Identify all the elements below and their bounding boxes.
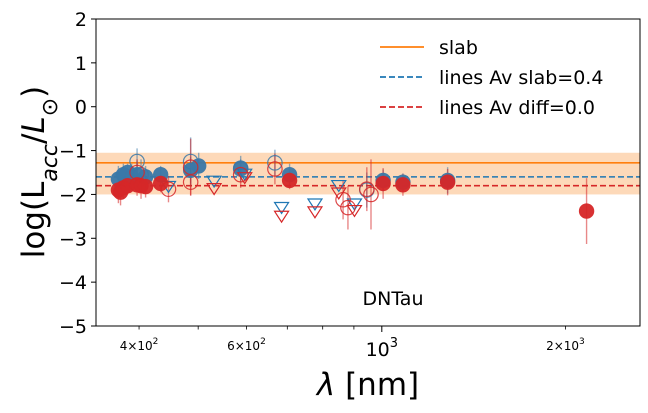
legend-label: lines Av diff=0.0 — [439, 97, 595, 119]
upper-limit-triangle — [206, 175, 223, 189]
filled-circle-point — [281, 172, 298, 189]
plot-frame — [95, 18, 641, 327]
open-circle-point — [267, 161, 283, 177]
y-axis-label: log(Lacc/L⊙) — [16, 86, 63, 259]
y-tick-label: 1 — [75, 53, 87, 75]
filled-circle-point — [375, 175, 391, 192]
open-circle-point — [232, 166, 249, 183]
y-tick-label: −3 — [59, 228, 87, 250]
filled-circle-point — [578, 203, 595, 219]
open-circle-point — [182, 153, 199, 170]
y-tick-label: 0 — [75, 97, 87, 119]
open-circle-point — [359, 181, 375, 197]
upper-limit-triangle — [306, 198, 324, 211]
upper-limit-triangle — [330, 187, 347, 200]
filled-circle-point — [395, 177, 411, 193]
open-circle-point — [129, 164, 145, 181]
upper-limit-triangle — [273, 210, 290, 224]
upper-limit-triangle — [236, 172, 253, 185]
annotation-label: DNTau — [363, 288, 424, 310]
filled-circle-point — [439, 174, 456, 190]
upper-limit-triangle — [330, 179, 347, 193]
upper-limit-triangle — [306, 206, 324, 219]
open-circle-point — [267, 155, 283, 171]
open-circle-point — [182, 174, 199, 190]
open-circle-point — [363, 186, 379, 203]
legend-label: slab — [439, 37, 478, 59]
y-tick-label: −4 — [59, 272, 87, 294]
y-tick-label: −1 — [59, 141, 87, 163]
open-circle-point — [340, 199, 356, 216]
upper-limit-triangle — [346, 204, 363, 218]
upper-limit-triangle — [346, 198, 363, 211]
y-tick-label: −2 — [59, 184, 87, 206]
x-minor-tick-label: 6×102 — [227, 337, 266, 353]
upper-limit-triangle — [206, 183, 223, 196]
x-major-tick-label: 103 — [366, 336, 398, 361]
filled-circle-point — [137, 178, 154, 195]
y-tick-label: 2 — [75, 9, 87, 31]
legend: slab lines Av slab=0.4 lines Av diff=0.0 — [380, 37, 603, 119]
upper-limit-triangle — [273, 201, 290, 215]
open-circle-point — [160, 181, 177, 197]
legend-label: lines Av slab=0.4 — [439, 67, 603, 89]
ticks-layer: 2 1 0 −1 −2 −3 −4 −5 103 4×102 6×102 2×103 — [59, 9, 585, 361]
x-minor-tick-label: 2×103 — [546, 337, 585, 353]
x-minor-tick-label: 4×102 — [120, 337, 159, 353]
x-axis-label: λ [nm] — [315, 367, 419, 403]
y-tick-label: −5 — [59, 316, 87, 338]
filled-circle-point — [152, 175, 169, 192]
markers-layer — [110, 153, 595, 224]
